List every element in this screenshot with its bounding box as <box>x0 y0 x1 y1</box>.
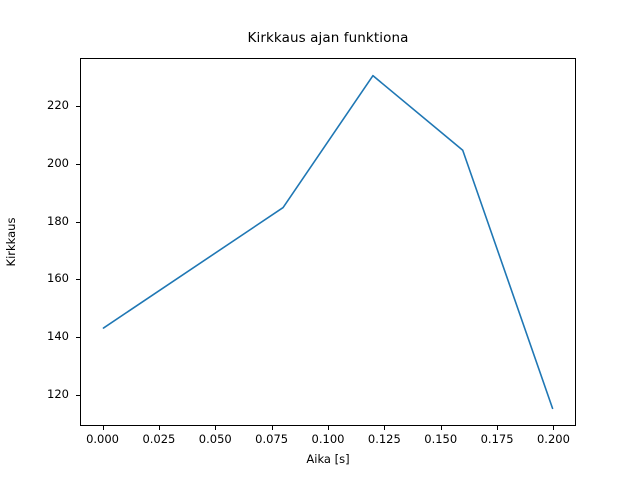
y-tick-label: 180 <box>47 213 69 228</box>
x-tick-label: 0.100 <box>311 432 345 446</box>
y-tick-mark <box>76 394 80 396</box>
x-tick-label: 0.175 <box>480 432 514 446</box>
x-tick-mark <box>328 426 329 430</box>
x-tick-label: 0.050 <box>198 432 232 446</box>
x-tick-label: 0.125 <box>367 432 401 446</box>
x-tick-label: 0.000 <box>86 432 120 446</box>
x-tick-mark <box>102 426 104 430</box>
x-tick-label: 0.150 <box>424 432 458 446</box>
x-tick-mark <box>215 426 217 430</box>
y-tick-label: 120 <box>47 386 69 401</box>
y-tick-label: 220 <box>47 98 69 113</box>
y-axis-label: Kirkkaus <box>4 217 18 267</box>
x-tick-label: 0.025 <box>142 432 176 446</box>
y-axis-label-container: Kirkkaus <box>0 58 22 426</box>
x-axis-label: Aika [s] <box>306 452 350 466</box>
x-tick-mark <box>158 426 160 430</box>
y-tick-mark <box>76 221 80 223</box>
y-tick-mark <box>76 164 80 166</box>
plot-area <box>102 74 554 410</box>
x-tick-label: 0.200 <box>536 432 570 446</box>
x-tick-mark <box>553 426 555 430</box>
plot-axes <box>80 58 576 426</box>
y-tick-mark <box>76 337 80 339</box>
x-tick-label: 0.075 <box>255 432 289 446</box>
data-series-line <box>102 74 554 410</box>
y-tick-label: 200 <box>47 156 69 171</box>
chart-title: Kirkkaus ajan funktiona <box>247 30 409 46</box>
y-tick-label: 140 <box>47 329 69 344</box>
x-tick-mark <box>271 426 273 430</box>
y-tick-mark <box>76 279 80 281</box>
x-tick-mark <box>384 426 386 430</box>
x-tick-mark <box>497 426 499 430</box>
y-tick-label: 160 <box>47 271 69 286</box>
x-tick-mark <box>440 426 442 430</box>
y-tick-mark <box>76 106 80 108</box>
